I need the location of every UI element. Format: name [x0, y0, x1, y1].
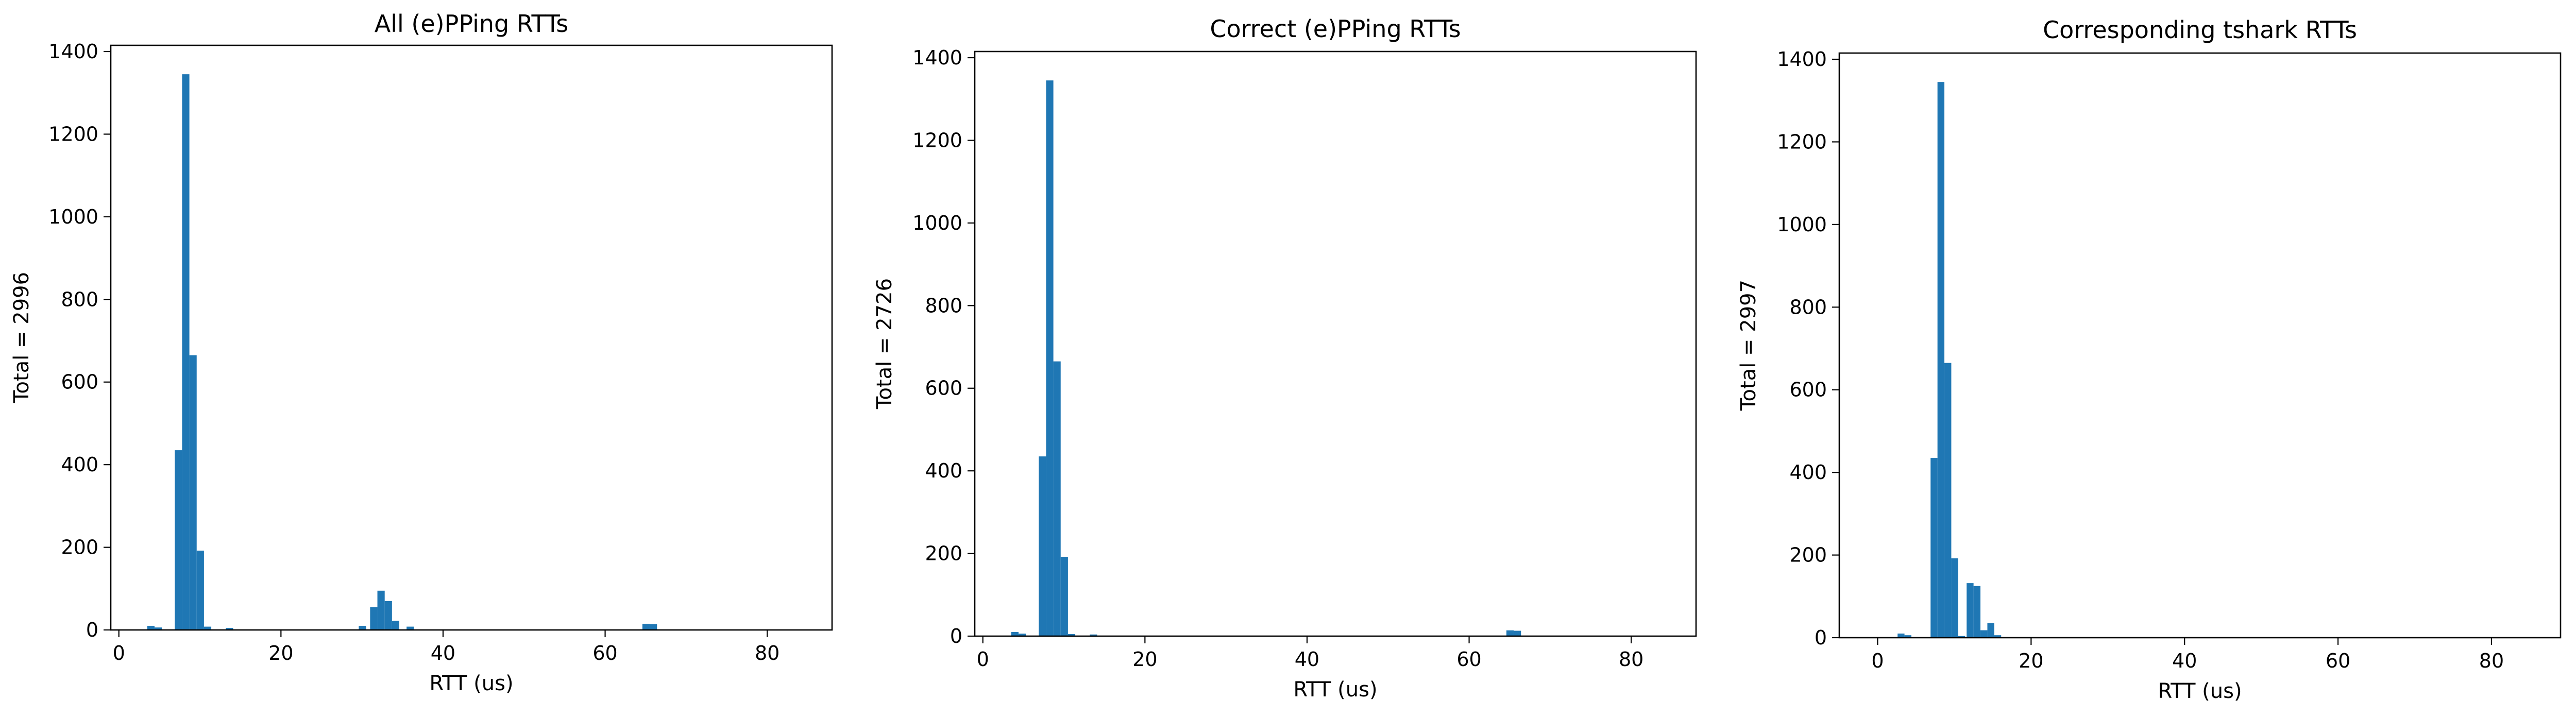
histogram-bar [1994, 635, 2002, 638]
chart-panel-correct-epping: Correct (e)PPing RTTs 0 20 40 60 80020040060… [873, 15, 1697, 702]
histogram-bar [1053, 361, 1061, 636]
x-tick-label: 20 [268, 642, 293, 664]
x-tick-label: 20 [1132, 648, 1157, 671]
histogram-bar [1937, 82, 1945, 638]
histogram-bar [392, 621, 399, 630]
y-axis-label: Total = 2997 [1737, 280, 1760, 411]
y-tick-label: 1400 [48, 40, 98, 63]
histogram-bar [1958, 636, 1965, 638]
histogram-bar [175, 450, 182, 630]
histogram-bar [1046, 80, 1054, 636]
chart-panel-tshark: Corresponding tshark RTTs 0 20 40 60 8002004… [1737, 16, 2562, 703]
x-tick-label: 60 [2326, 650, 2350, 672]
histogram-bar [650, 624, 657, 630]
x-tick-label: 60 [1456, 648, 1481, 671]
chart-panel-all-epping: All (e)PPing RTTs 0 20 40 60 800200400600800… [10, 10, 833, 695]
y-tick-label: 1400 [912, 46, 962, 69]
y-tick-label: 800 [1789, 296, 1827, 318]
histogram-bar [204, 626, 212, 630]
histogram-bar [182, 74, 190, 630]
bar-group [1011, 80, 1521, 636]
histogram-bar [147, 625, 155, 630]
y-tick-label: 800 [61, 288, 98, 311]
chart-title: All (e)PPing RTTs [375, 10, 568, 38]
plot-frame [110, 44, 833, 631]
y-tick-label: 0 [950, 625, 962, 647]
y-tick-label: 600 [61, 371, 98, 394]
x-axis-label: RTT (us) [1293, 678, 1377, 702]
x-tick-label: 0 [113, 642, 125, 664]
x-tick-label: 80 [755, 642, 779, 664]
histogram-bar [1506, 630, 1514, 636]
y-axis-label: Total = 2726 [873, 278, 896, 409]
histogram-bar [1967, 583, 1974, 638]
histogram-bar [1039, 456, 1046, 636]
x-axis-label: RTT (us) [2158, 679, 2242, 703]
histogram-bar [1980, 630, 1988, 638]
y-tick-label: 200 [1789, 544, 1827, 567]
histogram-bar [1951, 558, 1958, 638]
y-tick-label: 1400 [1777, 48, 1827, 71]
histogram-bar [226, 627, 233, 630]
histogram-bar [189, 355, 197, 630]
x-tick-label: 80 [2479, 650, 2504, 672]
y-tick-label: 400 [1789, 461, 1827, 484]
y-axis-label: Total = 2996 [10, 272, 33, 403]
y-tick-label: 1000 [1777, 213, 1827, 236]
y-tick-label: 0 [86, 619, 98, 641]
x-tick-label: 0 [1871, 650, 1884, 672]
bar-group [147, 74, 657, 630]
x-tick-label: 60 [592, 642, 617, 664]
histogram-bar [1090, 634, 1097, 636]
chart-title: Corresponding tshark RTTs [2043, 16, 2357, 44]
y-tick-label: 200 [925, 542, 962, 565]
x-axis-label: RTT (us) [429, 672, 513, 695]
y-tick-label: 400 [61, 453, 98, 476]
histogram-bar [1987, 623, 1994, 638]
x-tick-label: 40 [2172, 650, 2197, 672]
y-tick-label: 600 [925, 377, 962, 400]
x-tick-label: 0 [977, 648, 989, 671]
x-tick-label: 40 [1295, 648, 1319, 671]
histogram-bar [370, 607, 378, 630]
histogram-bar [1973, 586, 1981, 638]
y-tick-label: 1200 [48, 123, 98, 145]
plot-frame [974, 50, 1697, 637]
histogram-bar [1904, 635, 1911, 638]
histogram-bar [196, 550, 204, 630]
histogram-bar [1067, 634, 1076, 636]
histogram-bar [1944, 363, 1952, 638]
histogram-bar [1011, 631, 1019, 636]
bar-group [1897, 82, 2002, 638]
y-tick-label: 600 [1789, 379, 1827, 401]
histogram-bar [642, 623, 650, 630]
y-tick-label: 1200 [1777, 130, 1827, 153]
histogram-bar [359, 625, 366, 630]
histogram-bar [1018, 634, 1026, 636]
histogram-bar [406, 626, 414, 630]
x-tick-label: 80 [1619, 648, 1643, 671]
y-tick-label: 200 [61, 536, 98, 559]
histogram-bar [377, 590, 385, 630]
y-tick-label: 1000 [912, 212, 962, 234]
y-tick-label: 1000 [48, 206, 98, 228]
histogram-bar [384, 601, 392, 630]
x-tick-label: 40 [431, 642, 455, 664]
histogram-bar [1897, 633, 1905, 638]
y-tick-label: 400 [925, 459, 962, 482]
plot-frame [1838, 52, 2562, 639]
histogram-bar [1060, 556, 1068, 636]
y-tick-label: 1200 [912, 129, 962, 151]
y-tick-label: 0 [1815, 626, 1827, 649]
chart-title: Correct (e)PPing RTTs [1210, 15, 1461, 43]
histogram-bar [1930, 458, 1938, 638]
histogram-bar [1514, 630, 1521, 636]
y-tick-label: 800 [925, 294, 962, 317]
histogram-bar [154, 627, 162, 630]
x-tick-label: 20 [2019, 650, 2043, 672]
